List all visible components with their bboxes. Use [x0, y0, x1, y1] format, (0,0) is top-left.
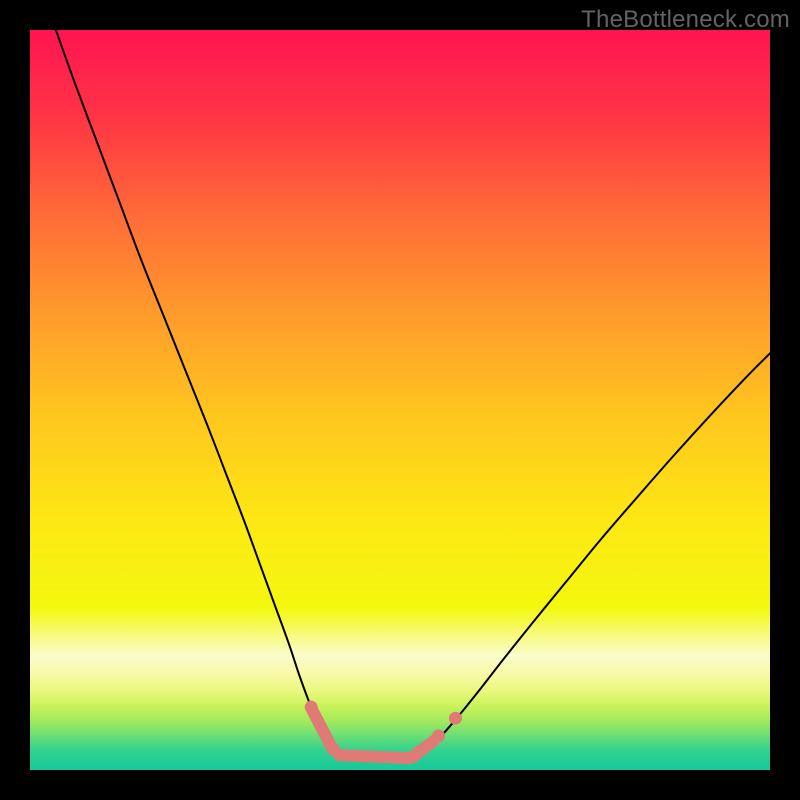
- overlay-dot: [407, 750, 420, 763]
- gradient-background: [30, 30, 770, 770]
- overlay-dot: [327, 743, 340, 756]
- overlay-segment: [339, 755, 409, 758]
- overlay-dot: [449, 712, 462, 725]
- plot-area: [30, 30, 770, 770]
- figure-frame: TheBottleneck.com: [0, 0, 800, 800]
- overlay-dot: [432, 729, 445, 742]
- overlay-dot: [305, 701, 318, 714]
- chart-svg: [30, 30, 770, 770]
